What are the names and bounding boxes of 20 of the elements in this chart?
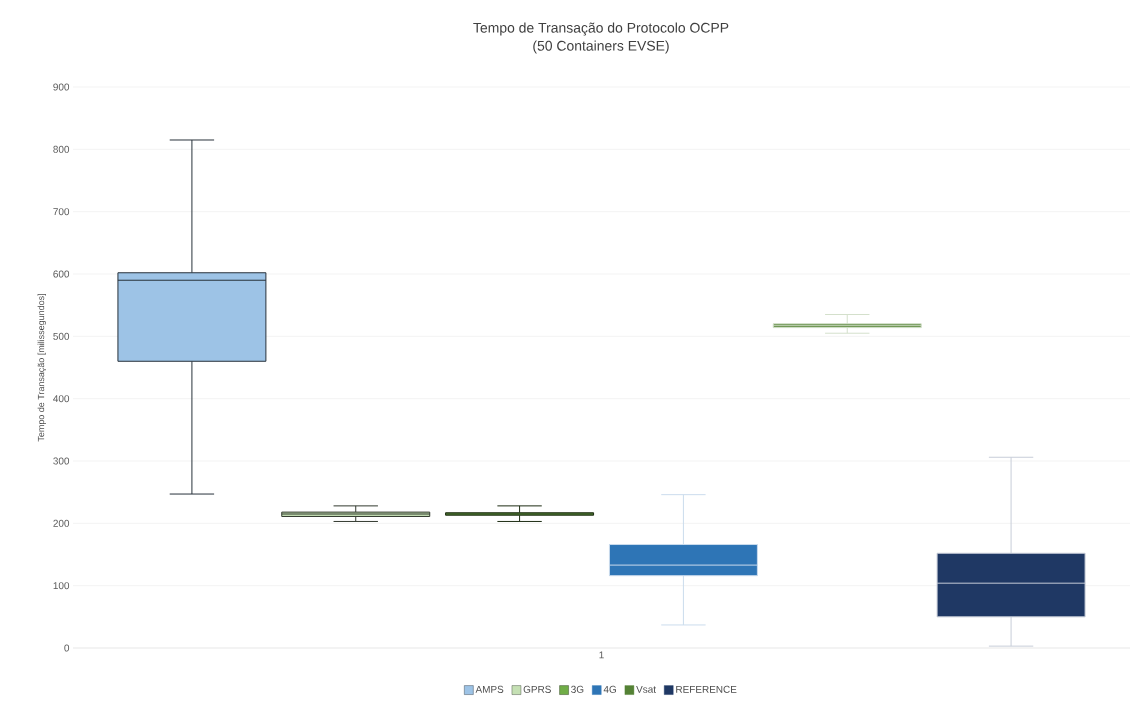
legend-label: 4G [603, 685, 616, 693]
legend-label: GPRS [523, 685, 551, 693]
y-tick-label: 300 [53, 457, 70, 465]
legend-label: 3G [571, 685, 584, 693]
y-tick-label: 800 [53, 145, 70, 153]
y-tick-label: 200 [53, 519, 70, 527]
y-tick-label: 100 [53, 582, 70, 590]
y-tick-label: 600 [53, 270, 70, 278]
x-tick-label: 1 [599, 651, 604, 659]
y-tick-label: 900 [53, 83, 70, 91]
y-tick-label: 700 [53, 208, 70, 216]
legend-label: Vsat [636, 685, 656, 693]
legend-label: REFERENCE [676, 685, 737, 693]
y-axis-title: Tempo de Transação [milissegundos] [37, 294, 47, 442]
y-tick-label: 500 [53, 332, 70, 340]
y-tick-label: 400 [53, 395, 70, 403]
legend-label: AMPS [475, 685, 504, 693]
chart-title: Tempo de Transação do Protocolo OCPP [473, 22, 729, 36]
chart-subtitle: (50 Containers EVSE) [533, 40, 669, 54]
y-tick-label: 0 [64, 644, 70, 652]
